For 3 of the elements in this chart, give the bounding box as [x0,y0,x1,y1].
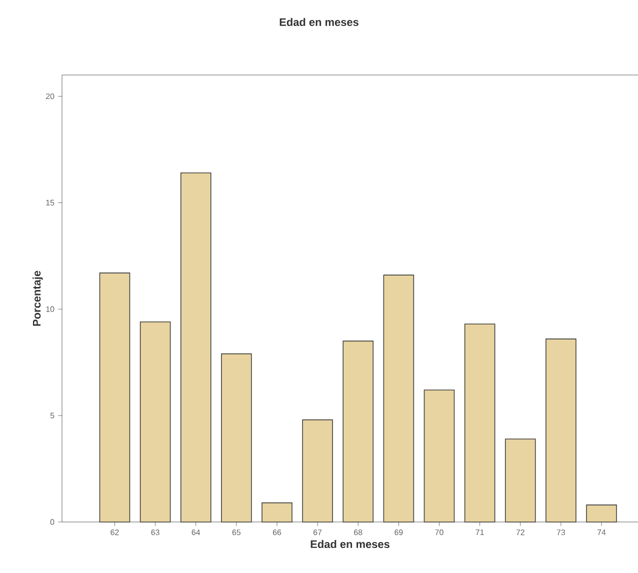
x-axis-title: Edad en meses [310,540,390,548]
y-axis-title: Porcentaje [32,270,43,326]
chart-title: Edad en meses [280,18,358,26]
